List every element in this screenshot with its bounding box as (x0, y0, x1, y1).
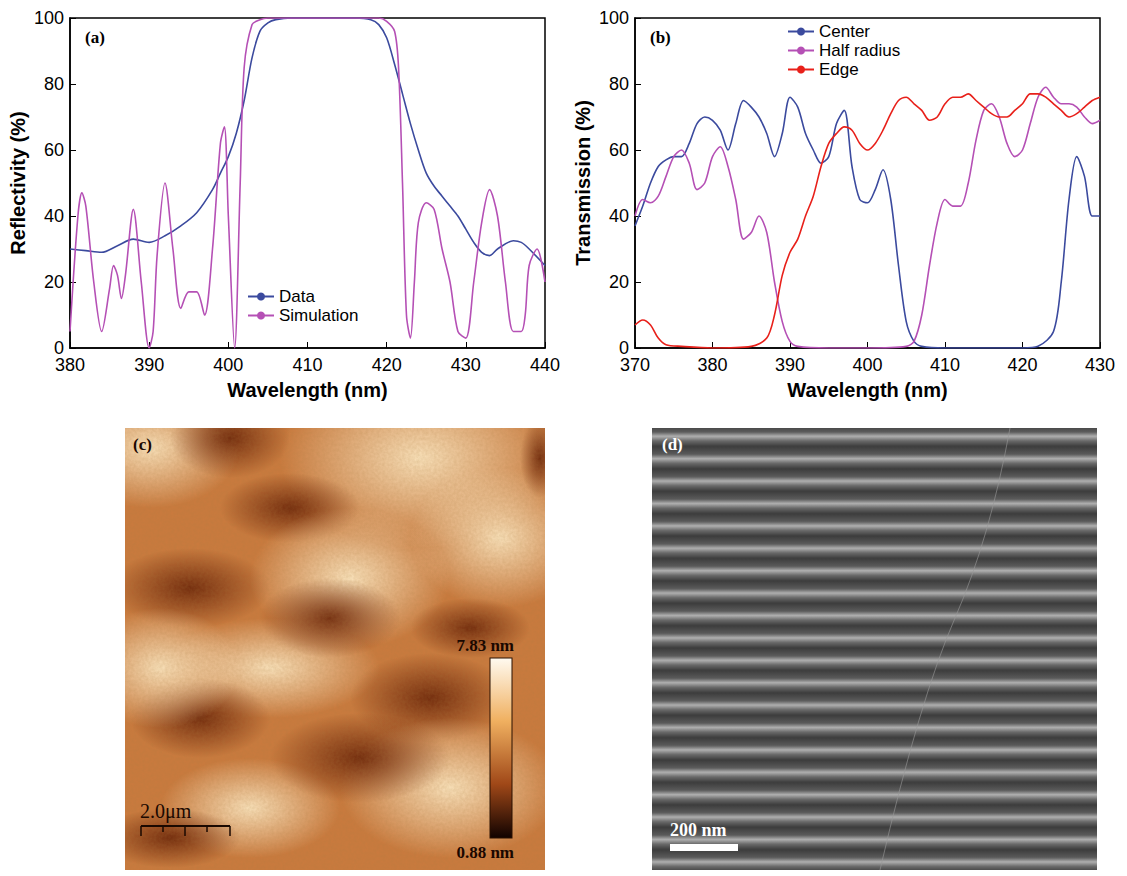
svg-text:(b): (b) (650, 28, 671, 47)
svg-text:80: 80 (44, 74, 64, 94)
svg-text:380: 380 (697, 355, 727, 375)
svg-text:Wavelength (nm): Wavelength (nm) (227, 379, 387, 401)
svg-text:440: 440 (530, 355, 560, 375)
svg-text:(d): (d) (662, 435, 683, 454)
svg-text:2.0μm: 2.0μm (140, 800, 192, 823)
svg-text:80: 80 (609, 74, 629, 94)
svg-text:410: 410 (930, 355, 960, 375)
svg-text:420: 420 (372, 355, 402, 375)
svg-text:(a): (a) (85, 28, 105, 47)
svg-text:0: 0 (619, 338, 629, 358)
svg-text:Wavelength (nm): Wavelength (nm) (787, 379, 947, 401)
svg-text:380: 380 (55, 355, 85, 375)
svg-text:400: 400 (213, 355, 243, 375)
svg-text:0.88 nm: 0.88 nm (456, 843, 514, 862)
svg-text:20: 20 (609, 272, 629, 292)
svg-text:Transmission (%): Transmission (%) (572, 100, 594, 266)
svg-text:0: 0 (54, 338, 64, 358)
svg-text:430: 430 (1085, 355, 1115, 375)
svg-text:Simulation: Simulation (279, 306, 358, 325)
svg-text:370: 370 (620, 355, 650, 375)
svg-text:100: 100 (599, 8, 629, 28)
svg-text:40: 40 (609, 206, 629, 226)
svg-text:Reflectivity (%): Reflectivity (%) (7, 111, 29, 254)
svg-text:100: 100 (34, 8, 64, 28)
svg-text:60: 60 (609, 140, 629, 160)
svg-text:60: 60 (44, 140, 64, 160)
svg-text:20: 20 (44, 272, 64, 292)
svg-text:Center: Center (819, 22, 870, 41)
svg-text:Half radius: Half radius (819, 41, 900, 60)
svg-text:40: 40 (44, 206, 64, 226)
svg-text:200 nm: 200 nm (670, 820, 727, 840)
svg-text:420: 420 (1007, 355, 1037, 375)
svg-text:(c): (c) (133, 435, 152, 454)
svg-text:430: 430 (451, 355, 481, 375)
svg-text:Data: Data (279, 287, 315, 306)
svg-text:Edge: Edge (819, 60, 859, 79)
svg-text:400: 400 (852, 355, 882, 375)
svg-text:7.83 nm: 7.83 nm (456, 636, 514, 655)
svg-text:390: 390 (775, 355, 805, 375)
svg-text:410: 410 (292, 355, 322, 375)
svg-text:390: 390 (134, 355, 164, 375)
